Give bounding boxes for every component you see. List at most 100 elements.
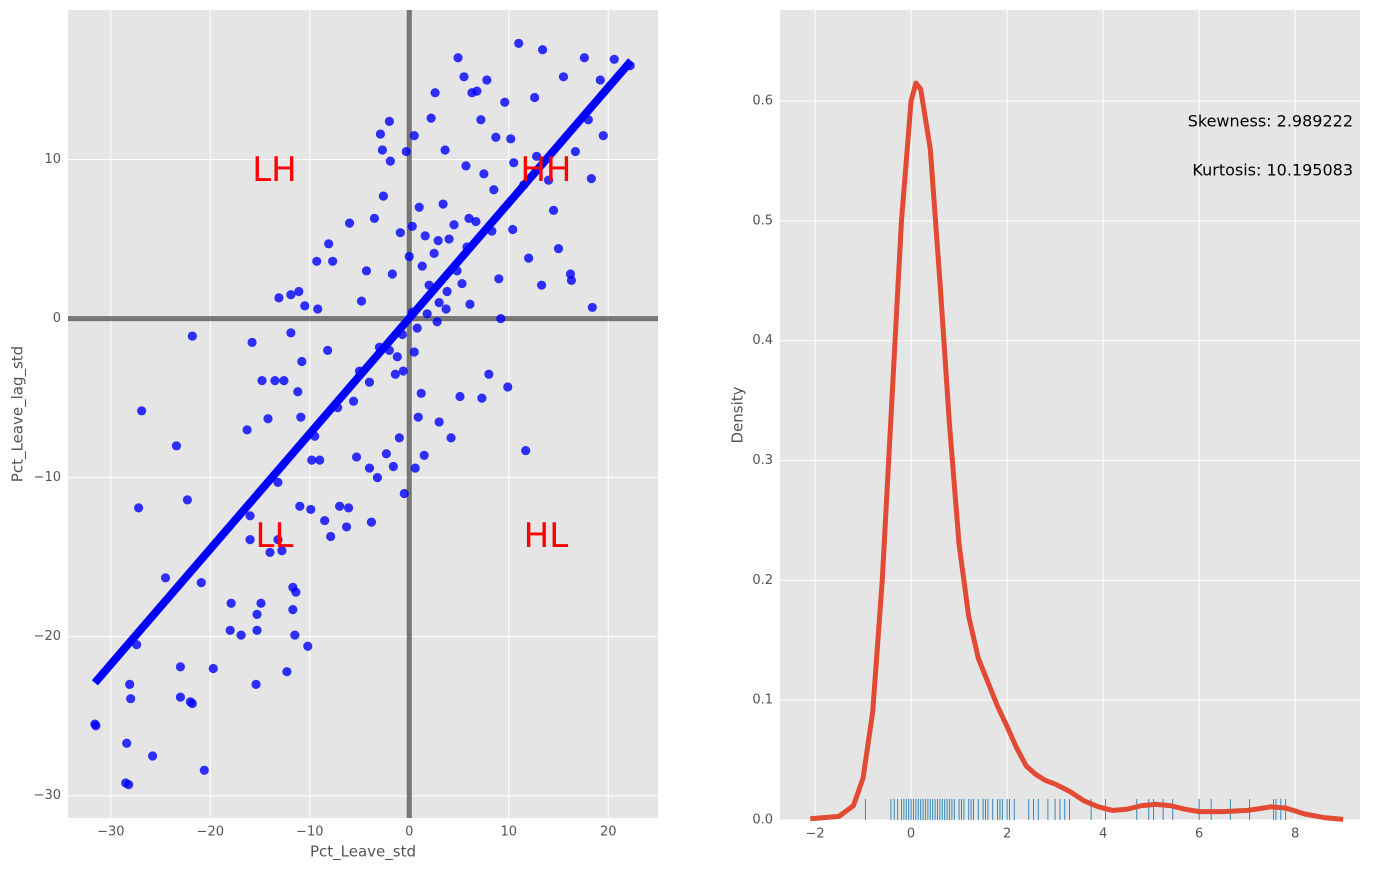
scatter-point [361, 266, 372, 276]
scatter-point [579, 53, 589, 63]
scatter-point [587, 302, 597, 313]
scatter-point [226, 598, 236, 608]
scatter-point [395, 228, 405, 238]
scatter-point [412, 323, 422, 333]
scatter-point [295, 501, 305, 511]
scatter-point [286, 290, 296, 300]
scatter-point [257, 375, 267, 386]
scatter-point [196, 577, 206, 588]
scatter-point [508, 224, 518, 235]
x-tick-label: 8 [1291, 827, 1299, 842]
y-tick-label: 0.5 [752, 213, 773, 228]
scatter-point [476, 115, 486, 125]
scatter-point [536, 280, 547, 290]
scatter-point [297, 356, 307, 367]
scatter-point [236, 630, 246, 640]
scatter-point [356, 296, 367, 306]
stat-annotation: Kurtosis: 10.195083 [1192, 161, 1353, 180]
y-tick-label: 0 [53, 311, 61, 326]
scatter-point [294, 286, 304, 297]
scatter-point [300, 301, 310, 311]
density-curve [810, 80, 1344, 822]
scatter-point [274, 293, 284, 303]
scatter-point [307, 455, 317, 465]
scatter-point [312, 256, 322, 266]
scatter-point [315, 455, 325, 465]
scatter-point [256, 598, 266, 608]
scatter-point [91, 721, 101, 731]
scatter-point [521, 445, 531, 456]
y-axis-label: Pct_Leave_lag_std [9, 346, 28, 482]
scatter-point [465, 299, 475, 309]
scatter-point [245, 535, 255, 545]
scatter-point [124, 779, 134, 790]
scatter-point [296, 412, 306, 422]
scatter-point [306, 504, 316, 515]
scatter-point [270, 375, 280, 386]
scatter-point [273, 477, 283, 487]
scatter-point [595, 75, 605, 85]
scatter-point [394, 433, 404, 443]
y-tick-label: 0.1 [752, 693, 773, 708]
y-tick-label: 0.3 [752, 453, 773, 468]
scatter-point [171, 441, 182, 451]
scatter-point [199, 765, 209, 775]
scatter-point [532, 151, 542, 161]
scatter-point [147, 751, 158, 761]
scatter-point [377, 145, 388, 155]
scatter-point [416, 388, 426, 398]
scatter-point [387, 269, 397, 279]
scatter-point [225, 625, 235, 635]
scatter-point [335, 501, 345, 511]
scatter-point [453, 53, 463, 63]
x-tick-label: 4 [1099, 827, 1107, 842]
scatter-point [506, 134, 516, 144]
regression-line [91, 58, 635, 686]
scatter-point [208, 663, 218, 674]
quadrant-label: LH [252, 150, 297, 190]
scatter-point [273, 535, 283, 545]
scatter-point [503, 382, 513, 392]
scatter-point [489, 185, 499, 195]
scatter-point [375, 129, 386, 139]
quadrant-label: LL [256, 516, 294, 556]
scatter-point [404, 251, 414, 262]
scatter-point [378, 191, 388, 201]
scatter-point [414, 202, 424, 212]
x-tick-label: 2 [1003, 827, 1011, 842]
scatter-point [252, 625, 262, 635]
scatter-point [494, 274, 504, 284]
scatter-point [125, 679, 135, 689]
scatter-point [326, 531, 336, 542]
scatter-point [410, 463, 420, 473]
scatter-point [459, 72, 469, 82]
scatter-point [496, 313, 506, 324]
scatter-point [137, 406, 147, 416]
scatter-point [372, 473, 383, 483]
scatter-point [303, 641, 313, 651]
y-tick-label: −20 [34, 629, 61, 644]
scatter-point [433, 236, 443, 246]
scatter-point [440, 145, 450, 155]
scatter-point [509, 158, 519, 168]
scatter-point [442, 286, 452, 297]
scatter-point [344, 218, 355, 228]
x-tick-label: 6 [1195, 827, 1203, 842]
scatter-point [313, 304, 323, 314]
scatter-point [598, 131, 608, 141]
scatter-point [288, 605, 298, 615]
scatter-point [401, 146, 411, 157]
scatter-point [364, 463, 375, 473]
y-tick-label: 0.2 [752, 573, 773, 588]
scatter-point [434, 417, 444, 427]
scatter-point [543, 175, 554, 185]
scatter-point [566, 275, 577, 285]
scatter-point [609, 54, 619, 64]
scatter-point [586, 173, 596, 184]
scatter-point [385, 156, 395, 166]
scatter-point [434, 298, 444, 308]
y-tick-label: 0.0 [752, 813, 773, 828]
scatter-point [364, 377, 375, 387]
x-tick-label: −2 [805, 827, 824, 842]
scatter-point [438, 199, 448, 209]
